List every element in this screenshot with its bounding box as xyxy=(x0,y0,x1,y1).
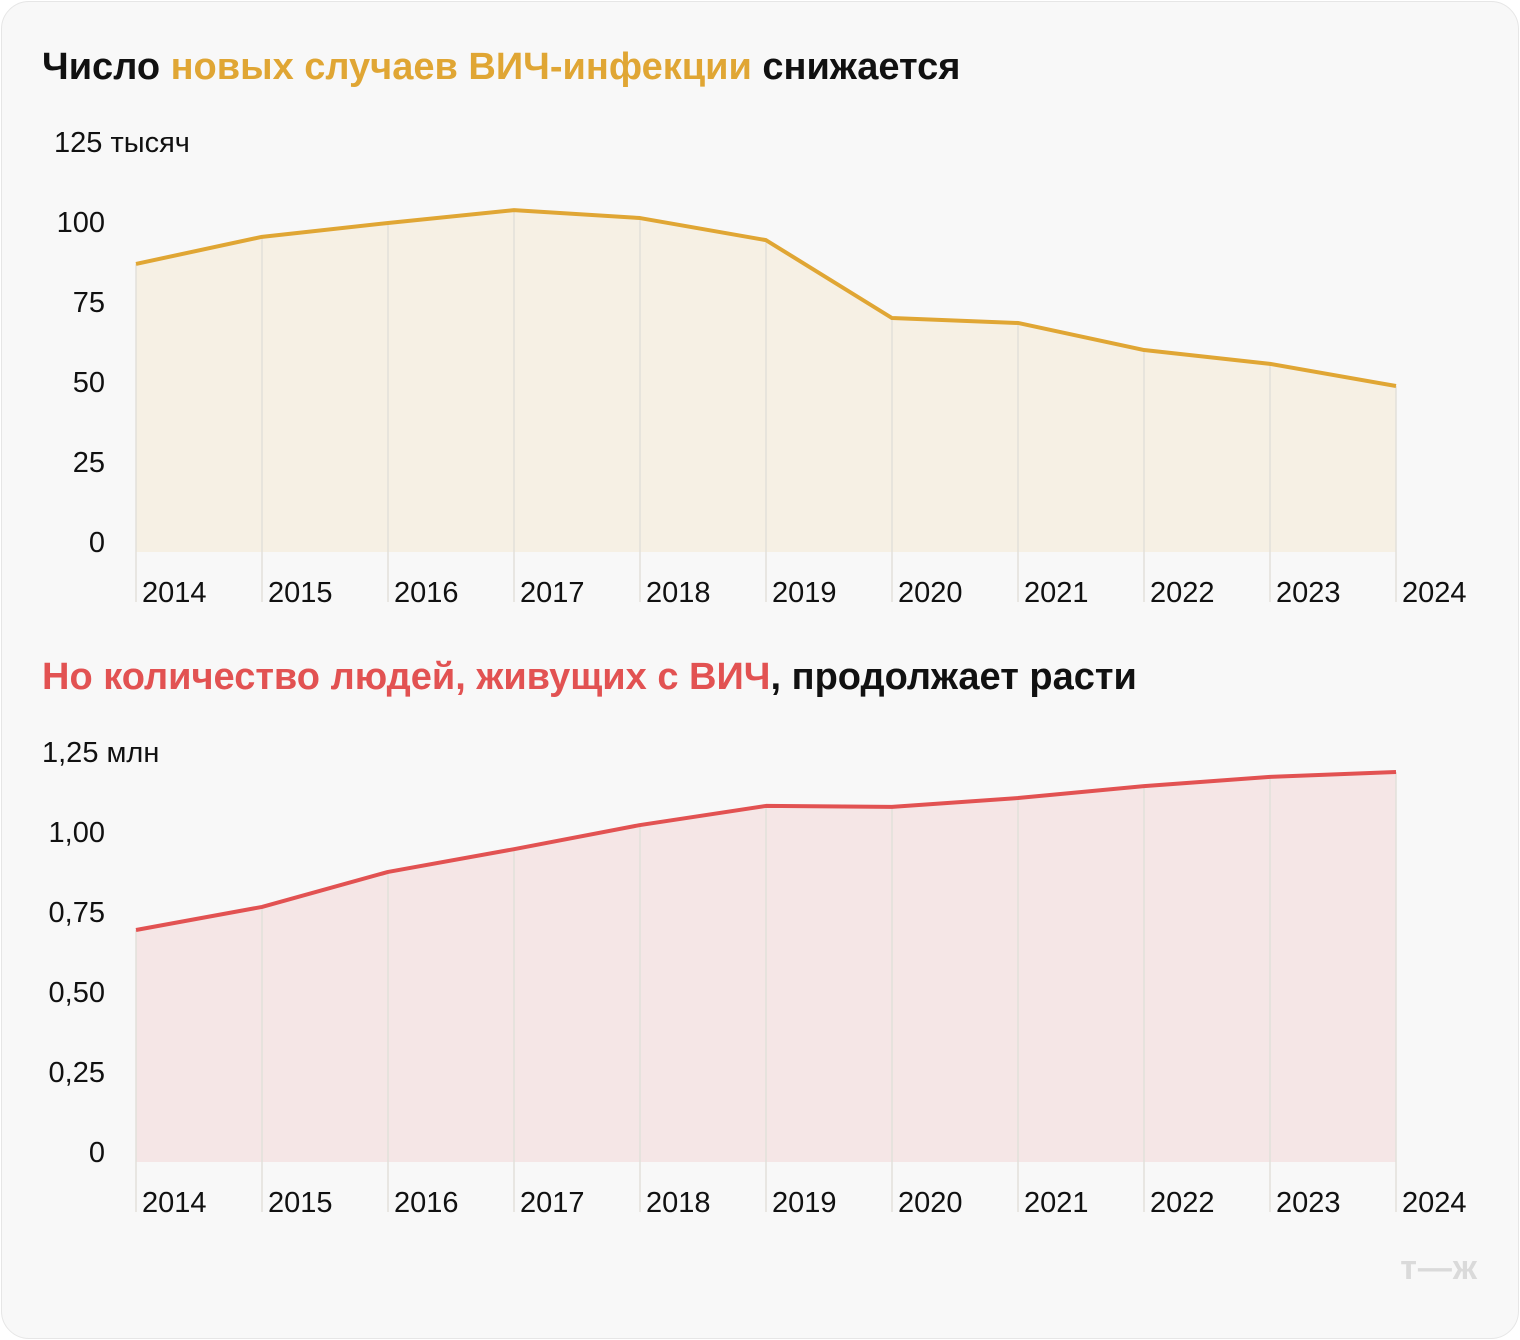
x-tick-label: 2017 xyxy=(520,1187,585,1219)
x-tick-label: 2018 xyxy=(646,1187,711,1219)
y-unit-label: 1,25 млн xyxy=(42,737,159,769)
title-part: Число xyxy=(42,46,171,88)
x-tick-label: 2019 xyxy=(772,577,837,609)
y-tick-label: 50 xyxy=(73,367,105,399)
x-tick-label: 2022 xyxy=(1150,577,1215,609)
y-tick-label: 0,25 xyxy=(49,1057,105,1089)
x-tick-label: 2020 xyxy=(898,577,963,609)
logo: т—ж xyxy=(1400,1249,1478,1287)
y-tick-label: 0 xyxy=(89,1137,105,1169)
y-tick-label: 25 xyxy=(73,447,105,479)
x-tick-label: 2023 xyxy=(1276,577,1341,609)
chart-2-title: Но количество людей, живущих с ВИЧ, прод… xyxy=(42,656,1137,699)
x-tick-label: 2018 xyxy=(646,577,711,609)
x-tick-label: 2019 xyxy=(772,1187,837,1219)
title-part: , продолжает расти xyxy=(770,656,1137,698)
y-tick-label: 0 xyxy=(89,527,105,559)
title-part: снижается xyxy=(751,46,961,88)
x-tick-label: 2016 xyxy=(394,1187,459,1219)
title-part-highlight: новых случаев ВИЧ-инфекции xyxy=(170,46,752,88)
x-tick-label: 2014 xyxy=(142,577,207,609)
x-tick-label: 2016 xyxy=(394,577,459,609)
x-tick-label: 2024 xyxy=(1402,577,1467,609)
x-tick-label: 2021 xyxy=(1024,1187,1089,1219)
x-tick-label: 2021 xyxy=(1024,577,1089,609)
title-part-highlight: Но количество людей, живущих с ВИЧ xyxy=(42,656,771,698)
y-tick-label: 0,75 xyxy=(49,897,105,929)
x-tick-label: 2017 xyxy=(520,577,585,609)
x-tick-label: 2022 xyxy=(1150,1187,1215,1219)
chart-1-title: Число новых случаев ВИЧ-инфекции снижает… xyxy=(42,46,960,89)
y-tick-label: 75 xyxy=(73,287,105,319)
x-tick-label: 2024 xyxy=(1402,1187,1467,1219)
y-tick-label: 0,50 xyxy=(49,977,105,1009)
y-unit-label: 125 тысяч xyxy=(54,127,190,159)
y-tick-label: 100 xyxy=(57,207,105,239)
x-tick-label: 2015 xyxy=(268,577,333,609)
x-tick-label: 2023 xyxy=(1276,1187,1341,1219)
x-tick-label: 2015 xyxy=(268,1187,333,1219)
x-tick-label: 2014 xyxy=(142,1187,207,1219)
x-tick-label: 2020 xyxy=(898,1187,963,1219)
y-tick-label: 1,00 xyxy=(49,817,105,849)
